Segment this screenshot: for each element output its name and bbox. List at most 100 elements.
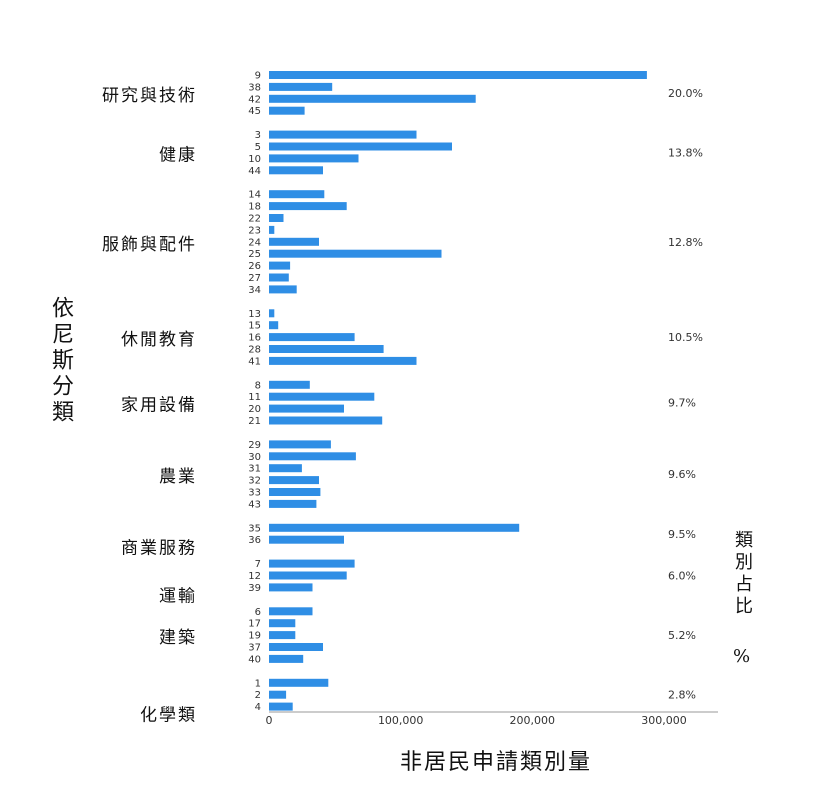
class-label-7: 7 bbox=[255, 559, 261, 570]
class-label-11: 11 bbox=[248, 392, 261, 403]
bar-class-17 bbox=[269, 619, 295, 627]
bar-class-14 bbox=[269, 190, 324, 198]
share-axis-label: 類別占比 bbox=[729, 530, 755, 618]
bar-class-26 bbox=[269, 262, 290, 270]
bar-class-24 bbox=[269, 238, 319, 246]
bar-class-27 bbox=[269, 274, 289, 282]
bar-class-9 bbox=[269, 71, 647, 79]
class-label-4: 4 bbox=[255, 702, 261, 713]
bar-class-10 bbox=[269, 154, 359, 162]
class-label-41: 41 bbox=[248, 356, 261, 367]
class-label-22: 22 bbox=[248, 214, 261, 225]
bar-class-38 bbox=[269, 83, 332, 91]
class-label-3: 3 bbox=[255, 130, 261, 141]
class-label-37: 37 bbox=[248, 643, 261, 654]
bar-class-2 bbox=[269, 691, 286, 699]
bar-class-45 bbox=[269, 107, 305, 115]
class-label-26: 26 bbox=[248, 261, 261, 272]
class-label-35: 35 bbox=[248, 523, 261, 534]
class-label-6: 6 bbox=[255, 607, 261, 618]
class-label-23: 23 bbox=[248, 225, 261, 236]
class-label-32: 32 bbox=[248, 476, 261, 487]
bar-class-28 bbox=[269, 345, 384, 353]
bar-class-20 bbox=[269, 405, 344, 413]
bar-class-44 bbox=[269, 166, 323, 174]
group-label-8: 建築 bbox=[159, 628, 197, 648]
bar-class-33 bbox=[269, 488, 320, 496]
class-label-34: 34 bbox=[248, 285, 261, 296]
class-label-44: 44 bbox=[248, 166, 261, 177]
class-label-33: 33 bbox=[248, 488, 261, 499]
class-label-5: 5 bbox=[255, 142, 261, 153]
bar-class-11 bbox=[269, 393, 374, 401]
bar-class-1 bbox=[269, 679, 328, 687]
bar-class-13 bbox=[269, 309, 274, 317]
bar-class-15 bbox=[269, 321, 278, 329]
bar-class-35 bbox=[269, 524, 519, 532]
class-label-18: 18 bbox=[248, 202, 261, 213]
group-label-7: 運輸 bbox=[159, 586, 197, 606]
class-label-45: 45 bbox=[248, 106, 261, 117]
class-label-17: 17 bbox=[248, 619, 261, 630]
bar-class-30 bbox=[269, 452, 356, 460]
bar-class-29 bbox=[269, 440, 331, 448]
group-share-8: 5.2% bbox=[668, 629, 696, 642]
bar-class-43 bbox=[269, 500, 316, 508]
class-label-24: 24 bbox=[248, 237, 261, 248]
group-label-9: 化學類 bbox=[140, 706, 197, 726]
class-label-29: 29 bbox=[248, 440, 261, 451]
bar-class-42 bbox=[269, 95, 476, 103]
class-label-10: 10 bbox=[248, 154, 261, 165]
bar-class-32 bbox=[269, 476, 319, 484]
group-share-4: 9.7% bbox=[668, 397, 696, 410]
class-label-16: 16 bbox=[248, 333, 261, 344]
group-label-5: 農業 bbox=[159, 467, 197, 487]
y-axis-label: 依尼斯分類 bbox=[44, 296, 76, 426]
bar-class-7 bbox=[269, 560, 355, 568]
group-share-5: 9.6% bbox=[668, 468, 696, 481]
x-tick-label-2: 200,000 bbox=[510, 714, 556, 727]
bar-class-19 bbox=[269, 631, 295, 639]
class-label-25: 25 bbox=[248, 249, 261, 260]
group-share-7: 6.0% bbox=[668, 570, 696, 583]
x-tick-label-1: 100,000 bbox=[378, 714, 424, 727]
bar-class-37 bbox=[269, 643, 323, 651]
class-label-15: 15 bbox=[248, 321, 261, 332]
group-label-4: 家用設備 bbox=[121, 396, 197, 416]
bar-class-22 bbox=[269, 214, 284, 222]
class-label-1: 1 bbox=[255, 678, 261, 689]
bar-class-40 bbox=[269, 655, 303, 663]
group-label-0: 研究與技術 bbox=[102, 86, 197, 106]
class-label-39: 39 bbox=[248, 583, 261, 594]
bar-class-4 bbox=[269, 703, 293, 711]
bar-class-5 bbox=[269, 143, 452, 151]
class-label-21: 21 bbox=[248, 416, 261, 427]
bar-class-18 bbox=[269, 202, 347, 210]
group-label-3: 休閒教育 bbox=[121, 330, 197, 350]
class-label-28: 28 bbox=[248, 345, 261, 356]
bar-class-36 bbox=[269, 536, 344, 544]
x-tick-label-3: 300,000 bbox=[641, 714, 687, 727]
class-label-20: 20 bbox=[248, 404, 261, 415]
share-unit-label: % bbox=[733, 646, 750, 667]
bar-class-16 bbox=[269, 333, 355, 341]
class-label-40: 40 bbox=[248, 654, 261, 665]
group-share-1: 13.8% bbox=[668, 147, 703, 160]
bar-class-8 bbox=[269, 381, 310, 389]
class-label-13: 13 bbox=[248, 309, 261, 320]
bar-class-25 bbox=[269, 250, 442, 258]
class-label-36: 36 bbox=[248, 535, 261, 546]
class-label-38: 38 bbox=[248, 82, 261, 93]
bar-class-3 bbox=[269, 131, 417, 139]
group-share-0: 20.0% bbox=[668, 87, 703, 100]
class-label-31: 31 bbox=[248, 464, 261, 475]
class-label-8: 8 bbox=[255, 380, 261, 391]
class-label-14: 14 bbox=[248, 190, 261, 201]
group-share-9: 2.8% bbox=[668, 689, 696, 702]
x-axis-label: 非居民申請類別量 bbox=[400, 744, 592, 776]
group-label-2: 服飾與配件 bbox=[102, 235, 197, 255]
class-label-9: 9 bbox=[255, 71, 261, 82]
group-share-6: 9.5% bbox=[668, 528, 696, 541]
group-label-1: 健康 bbox=[159, 146, 197, 166]
